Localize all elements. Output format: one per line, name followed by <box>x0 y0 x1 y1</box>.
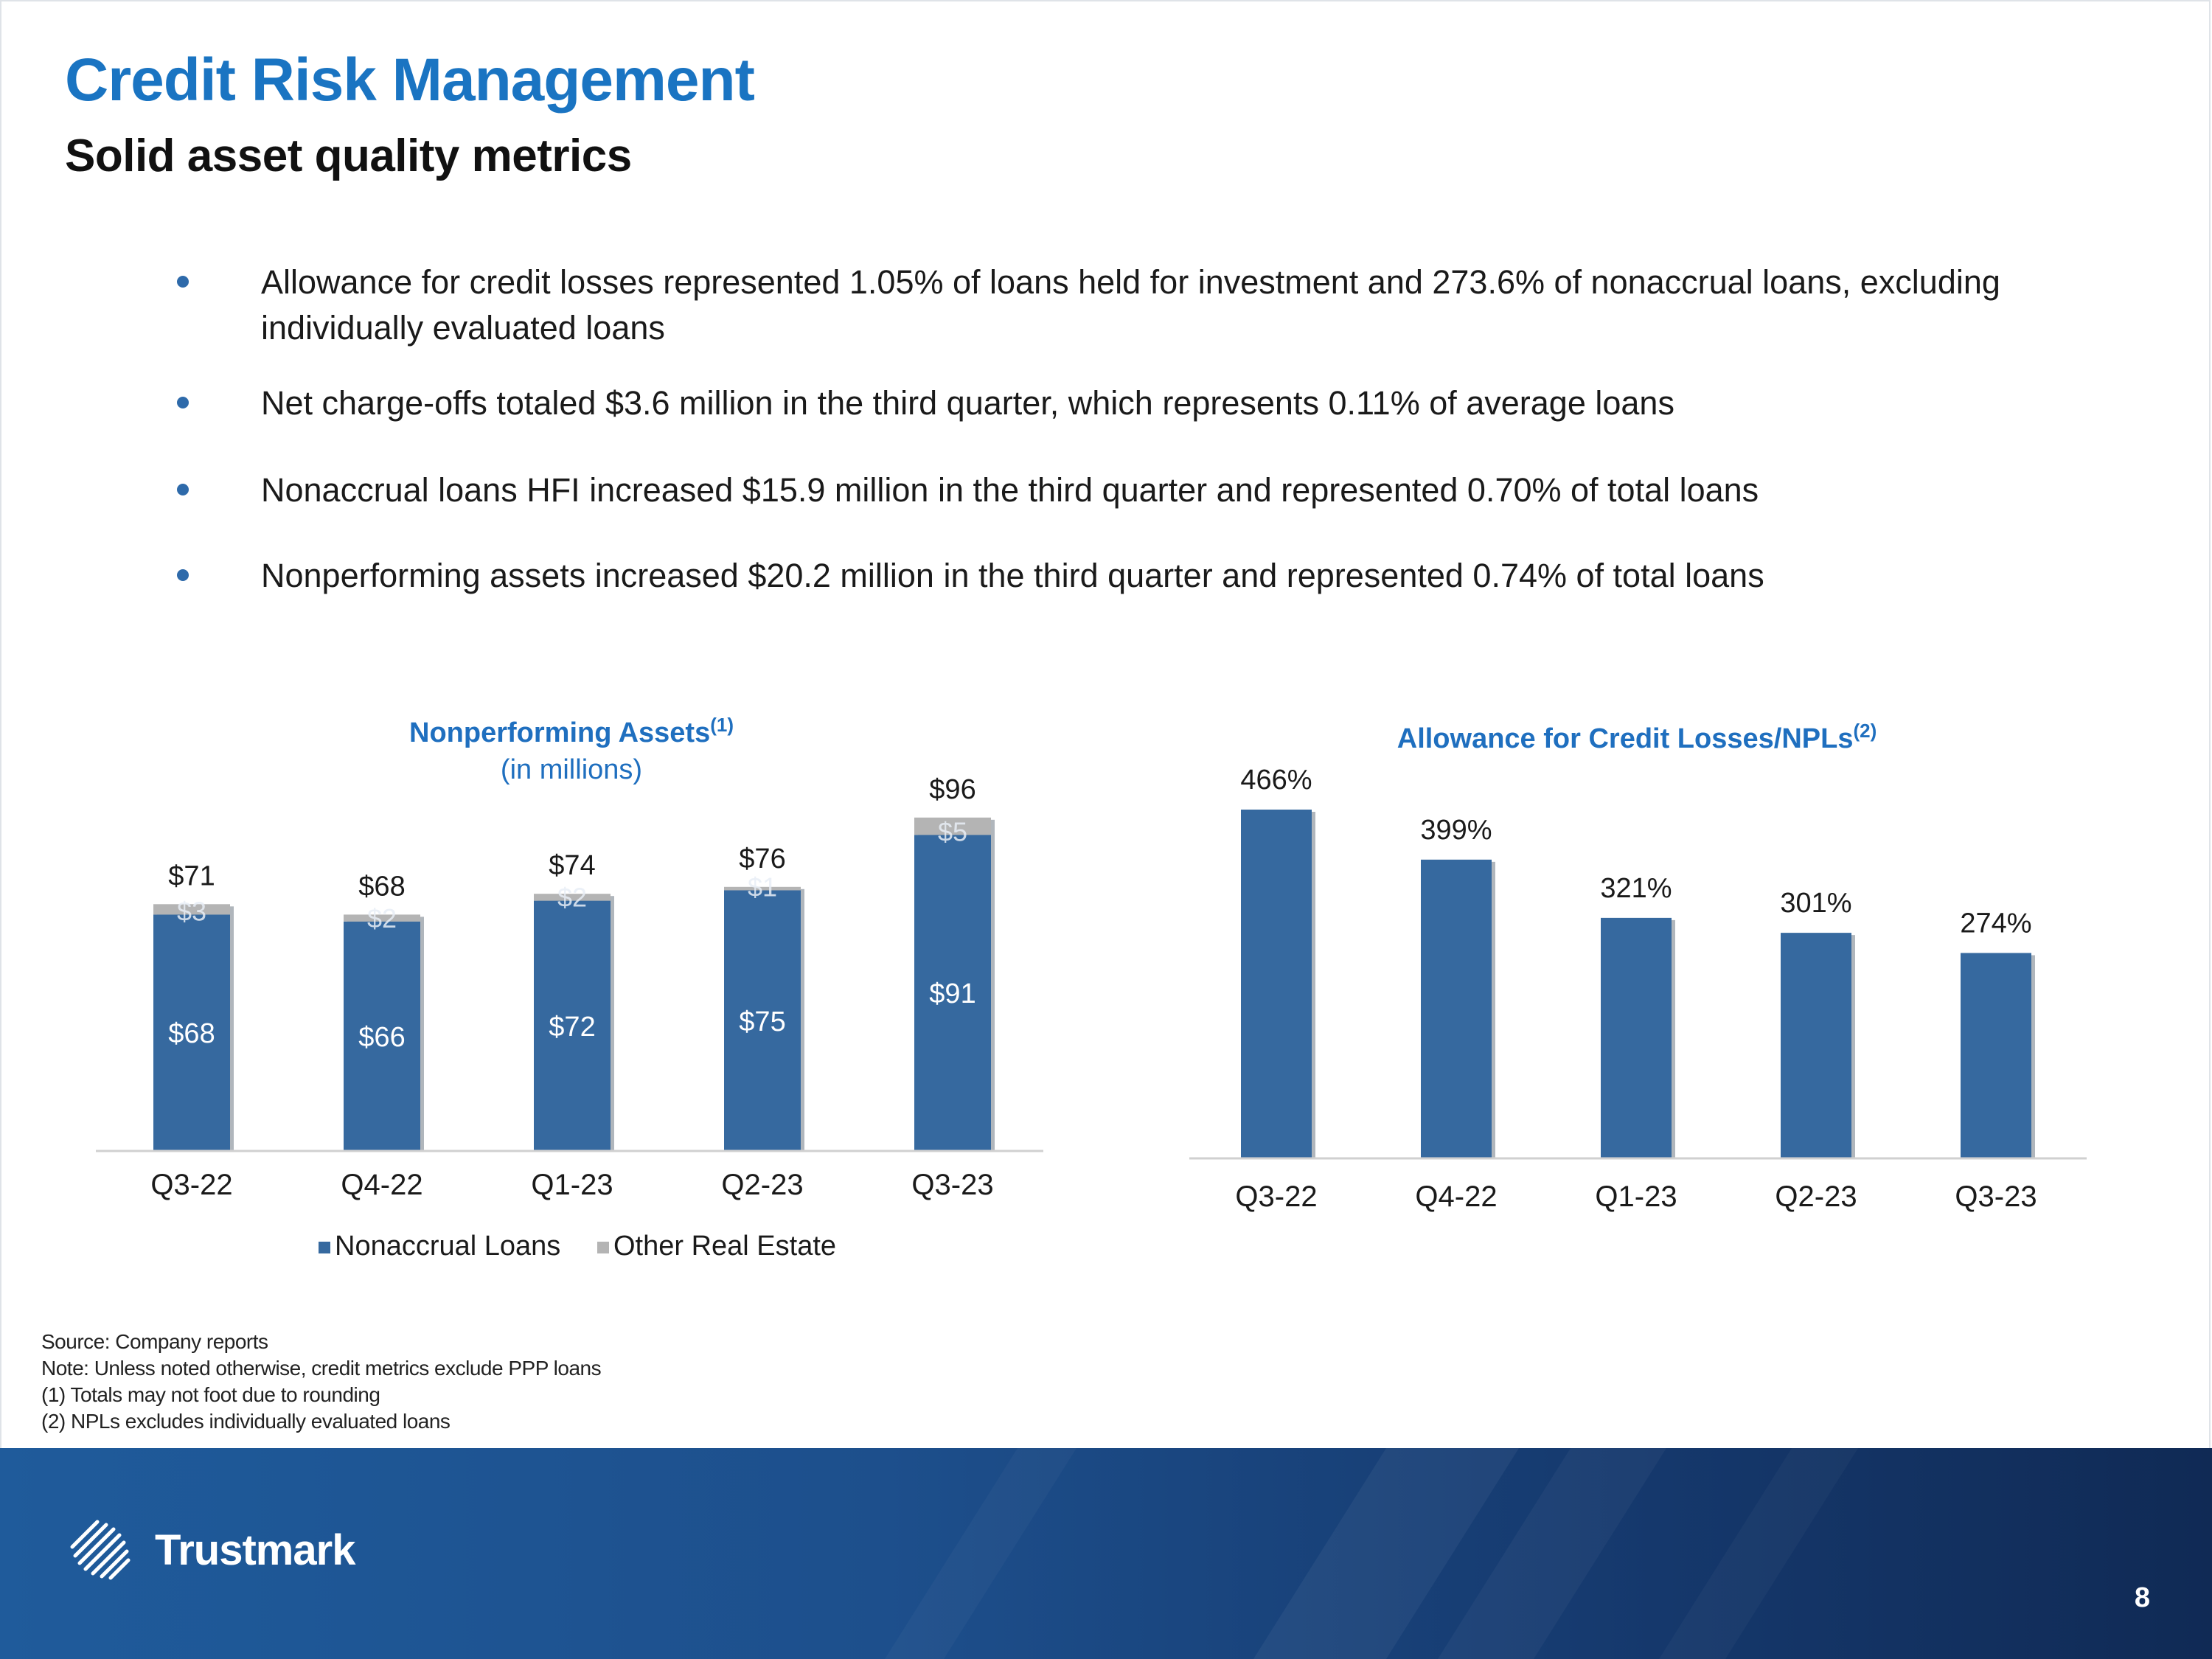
data-label-total: $96 <box>929 774 975 805</box>
data-label: 321% <box>1600 873 1672 904</box>
data-label-total: $74 <box>549 850 595 881</box>
bar-acl-npl <box>1421 859 1492 1158</box>
data-label-total: $76 <box>739 844 785 874</box>
x-tick-label: Q4-22 <box>341 1169 422 1201</box>
legend-swatch-nonaccrual <box>319 1242 330 1253</box>
data-label-other-real-estate: $2 <box>367 903 397 933</box>
bullet-text: Allowance for credit losses represented … <box>261 263 2000 347</box>
chart-subtitle: (in millions) <box>501 754 642 785</box>
footnote-source: Source: Company reports <box>41 1330 268 1353</box>
bar-other-real-estate <box>534 894 611 901</box>
x-tick-label: Q1-23 <box>1595 1180 1677 1213</box>
data-label: 399% <box>1420 815 1492 846</box>
brand-name: Trustmark <box>155 1526 355 1574</box>
data-label: 466% <box>1240 765 1312 796</box>
data-label-nonaccrual: $75 <box>739 1006 785 1037</box>
legend-label-other-real-estate: Other Real Estate <box>613 1231 836 1262</box>
bar-nonaccrual-loans <box>914 835 991 1150</box>
bullet-dot-icon <box>177 569 189 581</box>
data-label-total: $71 <box>168 860 215 891</box>
data-label-nonaccrual: $68 <box>168 1018 215 1049</box>
page-subtitle: Solid asset quality metrics <box>65 131 632 181</box>
bar-nonaccrual-loans <box>153 914 230 1150</box>
bullet-text: Net charge-offs totaled $3.6 million in … <box>261 384 1674 422</box>
footnotes: Source: Company reports Note: Unless not… <box>41 1329 602 1435</box>
data-label-other-real-estate: $1 <box>748 872 777 902</box>
bullet-list: Allowance for credit losses represented … <box>177 260 2065 599</box>
data-label-nonaccrual: $91 <box>929 978 975 1009</box>
footer-banner: Trustmark 8 <box>0 1448 2212 1659</box>
x-tick-label: Q1-23 <box>531 1169 613 1201</box>
page-number: 8 <box>2134 1582 2150 1613</box>
chart-title: Nonperforming Assets(1) <box>409 714 734 748</box>
bullet-item: Nonperforming assets increased $20.2 mil… <box>177 553 2065 599</box>
footnote-note: Note: Unless noted otherwise, credit met… <box>41 1357 602 1380</box>
data-label-total: $68 <box>358 871 405 902</box>
x-tick-label: Q2-23 <box>721 1169 803 1201</box>
bullet-item: Net charge-offs totaled $3.6 million in … <box>177 380 2065 426</box>
bullet-item: Allowance for credit losses represented … <box>177 260 2065 351</box>
bullet-dot-icon <box>177 484 189 495</box>
bullet-item: Nonaccrual loans HFI increased $15.9 mil… <box>177 467 2065 513</box>
bar-other-real-estate <box>914 817 991 835</box>
bar-nonaccrual-loans <box>534 900 611 1150</box>
legend-swatch-other-real-estate <box>597 1242 609 1253</box>
chart-title: Allowance for Credit Losses/NPLs(2) <box>1397 720 1877 754</box>
x-tick-label: Q3-23 <box>1955 1180 2037 1213</box>
legend-label-nonaccrual: Nonaccrual Loans <box>335 1231 560 1262</box>
bar-other-real-estate <box>153 904 230 915</box>
data-label-other-real-estate: $3 <box>177 896 206 926</box>
bar-acl-npl <box>1601 917 1672 1158</box>
x-tick-label: Q3-23 <box>911 1169 993 1201</box>
data-label-other-real-estate: $2 <box>557 883 587 913</box>
page-title: Credit Risk Management <box>65 46 755 114</box>
bar-acl-npl <box>1781 933 1851 1158</box>
bar-acl-npl <box>1241 810 1312 1158</box>
trustmark-logo: Trustmark <box>65 1514 355 1585</box>
bar-other-real-estate <box>344 914 420 922</box>
data-label-nonaccrual: $66 <box>358 1022 405 1053</box>
x-tick-label: Q3-22 <box>150 1169 232 1201</box>
bar-nonaccrual-loans <box>344 921 420 1150</box>
bar-other-real-estate <box>724 886 801 891</box>
data-label: 301% <box>1780 888 1851 919</box>
allowance-credit-losses-chart: Allowance for Credit Losses/NPLs(2) 466% Q… <box>1189 720 2087 1213</box>
footnote-2: (2) NPLs excludes individually evaluated… <box>41 1410 451 1433</box>
footer-pattern <box>1253 1448 1666 1659</box>
bullet-dot-icon <box>177 276 189 288</box>
x-tick-label: Q3-22 <box>1235 1180 1317 1213</box>
x-tick-label: Q4-22 <box>1415 1180 1497 1213</box>
bullet-dot-icon <box>177 397 189 408</box>
bar-acl-npl <box>1961 953 2031 1158</box>
data-label-nonaccrual: $72 <box>549 1012 595 1043</box>
data-label: 274% <box>1960 908 2031 939</box>
bar-nonaccrual-loans <box>724 890 801 1150</box>
trustmark-logo-icon <box>70 1520 131 1580</box>
footnote-1: (1) Totals may not foot due to rounding <box>41 1383 380 1406</box>
bullet-text: Nonaccrual loans HFI increased $15.9 mil… <box>261 471 1759 509</box>
nonperforming-assets-chart: Nonperforming Assets(1)(in millions)$68$… <box>96 714 1043 1262</box>
x-tick-label: Q2-23 <box>1775 1180 1857 1213</box>
bullet-text: Nonperforming assets increased $20.2 mil… <box>261 557 1764 594</box>
data-label-other-real-estate: $5 <box>938 816 967 846</box>
